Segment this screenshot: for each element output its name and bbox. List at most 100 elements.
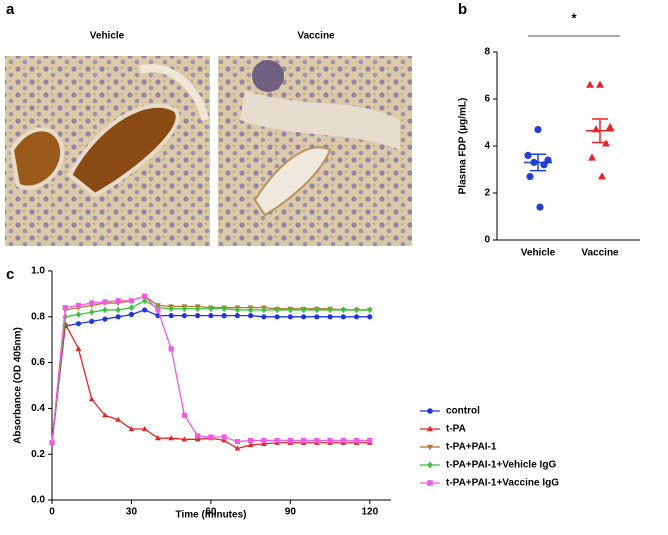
y-tick-label: 8 [484, 47, 490, 58]
data-point [208, 305, 214, 313]
data-point [274, 306, 280, 314]
data-point [115, 298, 121, 304]
data-point [181, 436, 188, 442]
data-point [102, 412, 108, 418]
data-point [75, 321, 82, 327]
line [51, 321, 370, 450]
data-point [327, 314, 333, 320]
legend-marker [426, 444, 434, 451]
data-point [128, 425, 135, 432]
data-point [340, 314, 346, 320]
data-point [181, 305, 188, 313]
data-point [596, 80, 604, 88]
data-point [128, 304, 135, 312]
data-point [181, 313, 188, 319]
legend-label: t-PA+PAI-1+Vehicle IgG [446, 460, 556, 471]
y-axis-label: Plasma FDP (µg/mL) [458, 98, 469, 195]
y-tick-label: 0 [484, 235, 490, 246]
data-point [234, 313, 240, 319]
data-point [353, 306, 360, 314]
x-tick-label: 120 [361, 507, 378, 518]
data-point [49, 440, 55, 446]
panel-label: b [458, 1, 467, 18]
legend-label: t-PA+PAI-1+Vaccine IgG [446, 478, 559, 489]
data-point [208, 434, 214, 440]
data-point [598, 172, 606, 180]
legend-label: control [446, 406, 480, 417]
data-point [89, 308, 95, 316]
data-point [102, 299, 108, 305]
data-point [534, 125, 542, 134]
y-tick-label: 6 [484, 94, 490, 105]
data-point [353, 314, 360, 320]
y-axis-label: Absorbance (OD 405nm) [13, 327, 24, 444]
image-title: Vehicle [90, 31, 125, 42]
line [51, 309, 370, 443]
data-point [195, 305, 201, 313]
data-point [247, 441, 254, 448]
data-point [102, 306, 108, 314]
y-tick-label: 0.6 [31, 357, 45, 368]
data-point [367, 306, 373, 314]
micrograph [218, 56, 412, 246]
data-point [588, 153, 596, 161]
data-point [195, 433, 201, 439]
data-point [367, 437, 373, 444]
data-point [221, 305, 227, 313]
data-point [89, 318, 95, 324]
data-point [327, 437, 333, 444]
data-point [75, 302, 82, 308]
legend-marker [426, 425, 434, 432]
y-tick-label: 1.0 [31, 266, 45, 277]
x-tick-label: 30 [126, 507, 138, 518]
data-point [261, 306, 267, 314]
data-point [301, 306, 307, 314]
data-point [234, 445, 241, 451]
data-point [221, 313, 227, 319]
data-point [287, 437, 293, 444]
data-point [261, 440, 267, 446]
data-point [62, 305, 68, 311]
data-point [115, 314, 121, 320]
data-point [142, 293, 148, 299]
data-point [155, 435, 161, 441]
data-point [301, 437, 307, 444]
x-tick-label: 90 [285, 507, 297, 518]
data-point [340, 437, 346, 444]
data-point [142, 297, 148, 305]
data-point [128, 311, 135, 318]
data-point [367, 314, 373, 320]
data-point [194, 436, 201, 442]
data-point [586, 80, 594, 88]
data-point [340, 306, 346, 314]
x-axis-label: Time (minutes) [176, 510, 247, 521]
data-point [536, 203, 544, 211]
data-point [155, 307, 161, 313]
data-point [195, 313, 201, 319]
line [51, 300, 370, 443]
data-point [314, 306, 320, 314]
data-point [62, 313, 68, 321]
panel-label: c [6, 266, 14, 283]
legend-label: t-PA+PAI-1 [446, 442, 497, 453]
data-point [248, 437, 254, 444]
data-point [168, 313, 174, 319]
data-point [234, 306, 240, 314]
data-point [168, 435, 175, 441]
x-tick-label: 0 [49, 507, 55, 518]
data-point [606, 122, 614, 131]
data-point [248, 306, 254, 314]
data-point [128, 298, 135, 304]
data-point [274, 437, 280, 444]
data-point [287, 314, 293, 320]
data-point [327, 306, 333, 314]
micrograph [5, 56, 210, 246]
y-tick-label: 0.0 [31, 495, 45, 506]
legend-label: t-PA [446, 424, 466, 435]
data-point [75, 311, 82, 318]
significance-label: * [571, 10, 577, 25]
data-point [115, 416, 122, 422]
data-point [115, 306, 121, 314]
data-point [524, 151, 532, 159]
